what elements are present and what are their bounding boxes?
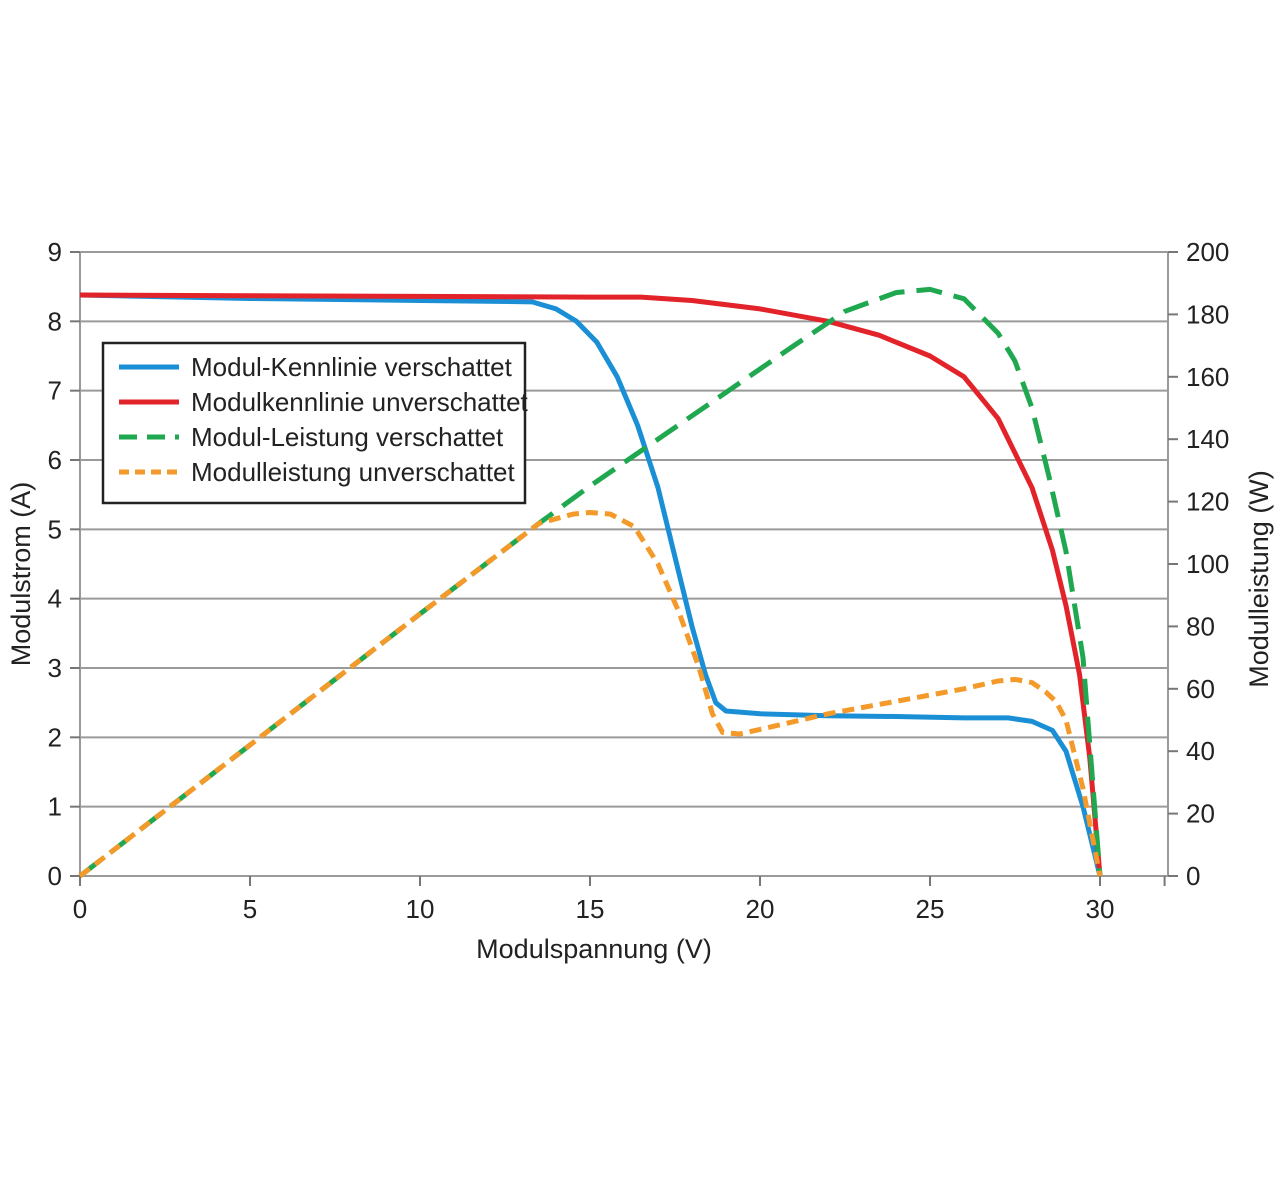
series-line-4 [78, 510, 1103, 878]
legend-label-3: Modul-Leistung verschattet [191, 422, 504, 452]
y2-tick-label-160: 160 [1186, 362, 1229, 392]
series-line-1 [79, 292, 1103, 877]
x-tick-label-5: 5 [243, 894, 257, 924]
y-tick-label-4: 4 [48, 584, 62, 614]
y2-tick-label-0: 0 [1186, 861, 1200, 891]
x-tick-label-25: 25 [916, 894, 945, 924]
y-tick-label-2: 2 [48, 722, 62, 752]
x-tick-label-30: 30 [1086, 894, 1115, 924]
y-tick-label-5: 5 [48, 514, 62, 544]
y2-tick-label-180: 180 [1186, 299, 1229, 329]
y2-tick-label-120: 120 [1186, 487, 1229, 517]
x-tick-label-0: 0 [73, 894, 87, 924]
y-tick-label-7: 7 [48, 376, 62, 406]
y-tick-label-8: 8 [48, 306, 62, 336]
y2-tick-label-20: 20 [1186, 799, 1215, 829]
legend-box [101, 341, 527, 505]
x-tick-label-20: 20 [746, 894, 775, 924]
y-tick-label-0: 0 [48, 861, 62, 891]
y2-tick-label-80: 80 [1186, 611, 1215, 641]
axes [70, 251, 1178, 886]
y-axis-title: Modulstrom (A) [6, 482, 36, 667]
tick-labels: 0 1 2 3 4 5 6 7 8 9 0 20 40 60 80 100 120 140 160 180 200 0 5 1… [48, 237, 1230, 924]
y2-axis-title: Modulleistung (W) [1244, 470, 1274, 688]
series-line-2 [79, 292, 1103, 877]
legend-label-4: Modulleistung unverschattet [191, 457, 516, 487]
legend: Modul-Kennlinie verschattet Modulkennlini… [101, 341, 529, 505]
y-tick-label-1: 1 [48, 792, 62, 822]
y-tick-label-9: 9 [48, 237, 62, 267]
y2-tick-label-60: 60 [1186, 674, 1215, 704]
y2-tick-label-100: 100 [1186, 549, 1229, 579]
legend-label-1: Modul-Kennlinie verschattet [191, 352, 513, 382]
x-tick-label-10: 10 [406, 894, 435, 924]
legend-label-2: Modulkennlinie unverschattet [191, 387, 529, 417]
series-lines [78, 286, 1103, 878]
axis-titles: Modulspannung (V) Modulstrom (A) Modulleis… [6, 470, 1274, 964]
y-tick-label-3: 3 [48, 653, 62, 683]
y2-tick-label-140: 140 [1186, 424, 1229, 454]
y2-tick-label-40: 40 [1186, 736, 1215, 766]
y2-tick-label-200: 200 [1186, 237, 1229, 267]
x-tick-label-15: 15 [576, 894, 605, 924]
y-tick-label-6: 6 [48, 445, 62, 475]
x-axis-title: Modulspannung (V) [476, 934, 712, 964]
